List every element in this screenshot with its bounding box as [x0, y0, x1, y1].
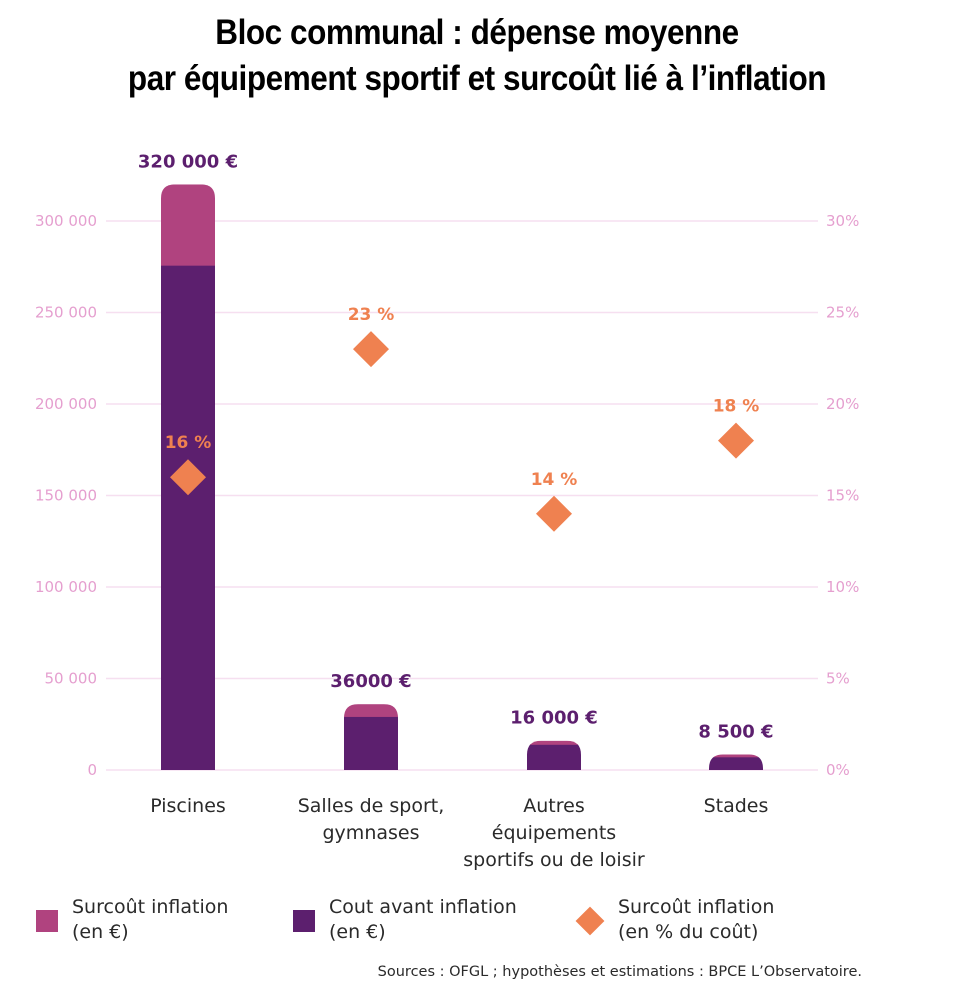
left-tick-label: 0 [87, 761, 97, 779]
total-value-label: 320 000 € [138, 151, 238, 172]
total-value-label: 8 500 € [698, 721, 773, 742]
left-tick-label: 250 000 [35, 304, 97, 322]
legend-diamond-icon [575, 906, 605, 936]
pct-diamond-marker [718, 422, 754, 459]
right-tick-label: 0% [826, 761, 850, 779]
bar-surcout-inflation [709, 754, 763, 758]
bars [161, 184, 763, 770]
bar-surcout-inflation [344, 704, 398, 717]
bar-cout-avant-inflation [527, 744, 581, 770]
bar-group [527, 740, 581, 770]
legend: Surcoût inflation (en €) Cout avant infl… [0, 895, 954, 955]
bar-cout-avant-inflation [161, 265, 215, 770]
legend-label: Surcoût inflation [618, 896, 775, 918]
grid-lines [106, 220, 818, 771]
pct-markers [170, 331, 754, 532]
bar-group [344, 704, 398, 770]
right-tick-label: 15% [826, 487, 859, 505]
bar-group [709, 754, 763, 770]
legend-label-unit: (en €) [329, 921, 386, 943]
right-tick-label: 25% [826, 304, 859, 322]
left-tick-label: 50 000 [45, 670, 98, 688]
legend-item-surcout-eur: Surcoût inflation (en €) [36, 895, 228, 945]
legend-label: Cout avant inflation [329, 896, 517, 918]
chart-title-line-1: Bloc communal : dépense moyenne [215, 13, 739, 52]
left-tick-label: 200 000 [35, 395, 97, 413]
category-label: gymnases [323, 822, 420, 844]
data-labels: 320 000 € 16 % 36000 € 23 % 16 000 € 14 % 8 50… [138, 151, 774, 742]
chart-title: Bloc communal : dépense moyenne par équi… [48, 10, 907, 102]
pct-value-label: 18 % [713, 397, 760, 417]
bar-group [161, 184, 215, 770]
right-tick-label: 30% [826, 212, 859, 230]
legend-item-surcout-pct: Surcoût inflation (en % du coût) [574, 895, 774, 945]
bar-surcout-inflation [161, 184, 215, 266]
category-label: Piscines [150, 795, 226, 817]
pct-value-label: 14 % [531, 470, 578, 490]
legend-swatch-surcout-eur [36, 910, 58, 932]
category-label: Autres [523, 795, 584, 817]
left-tick-label: 100 000 [35, 578, 97, 596]
legend-swatch-cout-avant [293, 910, 315, 932]
left-axis: 0 50 000 100 000 150 000 200 000 250 000 300 0… [35, 212, 97, 779]
chart-canvas: 0 50 000 100 000 150 000 200 000 250 000 300 0… [35, 151, 859, 871]
bar-cout-avant-inflation [344, 716, 398, 770]
right-tick-label: 10% [826, 578, 859, 596]
pct-value-label: 23 % [348, 305, 395, 325]
bar-surcout-inflation [527, 740, 581, 745]
total-value-label: 36000 € [330, 671, 411, 692]
category-labels: Piscines Salles de sport, gymnases Autres éq… [150, 795, 768, 871]
left-tick-label: 300 000 [35, 212, 97, 230]
legend-item-cout-avant: Cout avant inflation (en €) [293, 895, 517, 945]
pct-diamond-marker [536, 495, 572, 532]
left-tick-label: 150 000 [35, 487, 97, 505]
source-note: Sources : OFGL ; hypothèses et estimatio… [377, 964, 862, 980]
legend-label-unit: (en % du coût) [618, 921, 759, 943]
chart-title-line-2: par équipement sportif et surcoût lié à … [127, 59, 827, 98]
legend-label: Surcoût inflation [72, 896, 229, 918]
pct-diamond-marker [353, 331, 389, 368]
right-axis: 0% 5% 10% 15% 20% 25% 30% [826, 212, 859, 779]
legend-label-unit: (en €) [72, 921, 129, 943]
pct-value-label: 16 % [165, 433, 212, 453]
category-label: Stades [704, 795, 769, 817]
bar-cout-avant-inflation [709, 756, 763, 770]
category-label: Salles de sport, [298, 795, 445, 817]
category-label: sportifs ou de loisir [463, 849, 645, 871]
total-value-label: 16 000 € [510, 708, 598, 729]
right-tick-label: 20% [826, 395, 859, 413]
category-label: équipements [492, 822, 616, 844]
pct-diamond-marker [170, 459, 206, 496]
right-tick-label: 5% [826, 670, 850, 688]
